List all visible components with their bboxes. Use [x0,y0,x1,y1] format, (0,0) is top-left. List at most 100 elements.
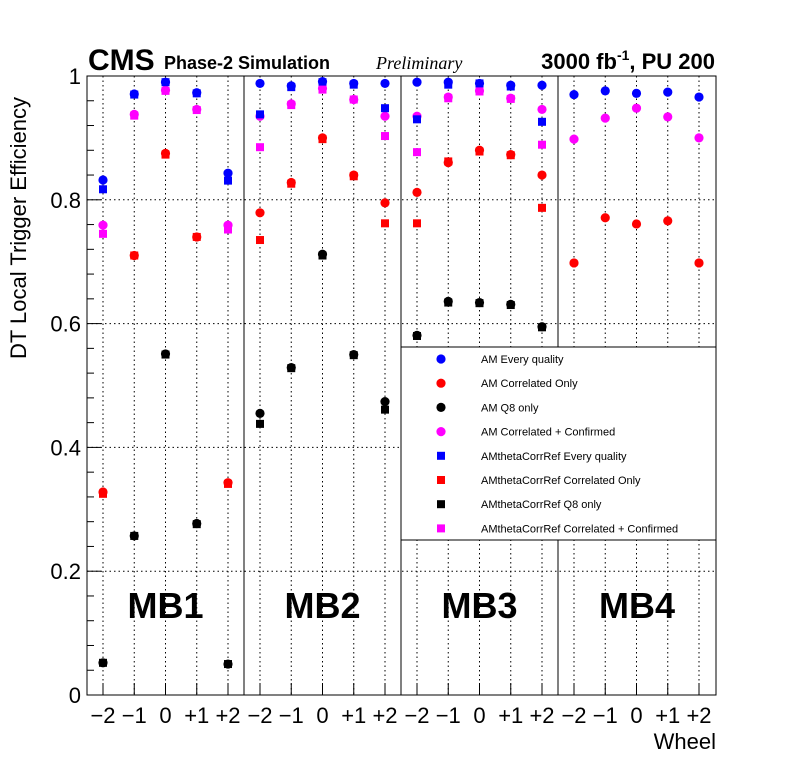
y-tick-label: 1 [69,64,81,89]
marker-5-p1-w0 [256,236,264,245]
legend-marker [436,354,446,364]
marker-7-p2-w0 [413,148,421,157]
legend-label: AMthetaCorrRef Correlated Only [481,475,641,487]
x-tick-label: 0 [630,703,642,728]
x-axis-title: Wheel [654,729,716,754]
station-label-MB1: MB1 [127,585,203,626]
marker-0-p3-w1 [600,86,610,96]
legend-marker [436,427,446,437]
marker-4-p0-w3 [192,89,201,98]
marker-5-p2-w4 [538,203,546,212]
marker-1-p2-w4 [537,170,547,180]
marker-6-p2-w0 [413,331,421,340]
station-labels: MB1 MB2 MB3 MB4 [127,585,675,626]
marker-4-p2-w2 [475,79,484,88]
marker-0-p3-w0 [569,89,579,100]
marker-5-p2-w0 [413,219,421,228]
marker-6-p1-w4 [381,405,389,414]
marker-6-p0-w4 [224,660,232,669]
y-axis-title: DT Local Trigger Efficiency [6,97,31,359]
marker-0-p2-w0 [412,77,422,87]
x-tick-label: −2 [90,703,115,728]
marker-7-p0-w1 [130,111,139,120]
marker-1-p1-w4 [380,198,390,208]
marker-1-p3-w2 [631,219,642,229]
y-tick-label: 0.2 [50,559,81,584]
marker-6-p0-w2 [161,350,170,359]
marker-4-p0-w1 [130,90,139,99]
station-label-MB2: MB2 [284,585,360,626]
marker-5-p2-w2 [475,147,484,156]
marker-7-p1-w0 [256,143,264,152]
marker-6-p0-w3 [192,520,201,529]
legend: AM Every quality AM Correlated Only AM Q8 … [400,346,717,541]
marker-7-p0-w3 [192,106,201,115]
station-label-MB3: MB3 [441,585,517,626]
marker-4-p0-w4 [224,176,232,185]
marker-4-p1-w2 [318,78,327,87]
marker-6-p1-w2 [318,251,327,260]
marker-3-p1-w4 [380,111,390,121]
marker-3-p3-w3 [663,112,673,122]
marker-1-p3-w3 [663,216,673,226]
legend-marker [437,500,445,509]
marker-6-p1-w0 [256,419,264,428]
cms-label: CMS [88,44,155,77]
x-tick-label: 0 [159,703,171,728]
legend-label: AMthetaCorrRef Q8 only [481,499,602,511]
x-tick-label: +2 [215,703,240,728]
marker-6-p0-w1 [130,531,139,540]
legend-marker [437,476,445,484]
legend-marker [436,378,446,388]
x-tick-label: +1 [184,703,209,728]
x-tick-label: +2 [529,703,554,728]
x-tick-label: +1 [655,703,680,728]
y-tick-label: 0.6 [50,312,81,337]
lumi-rest: , PU 200 [629,49,715,74]
marker-3-p3-w1 [600,113,610,123]
y-tick-label: 0 [69,683,81,708]
marker-7-p0-w4 [224,225,232,234]
legend-label: AM Correlated + Confirmed [481,427,615,439]
marker-6-p0-w0 [99,658,107,667]
marker-4-p0-w2 [161,78,170,87]
marker-4-p2-w3 [506,82,515,91]
legend-label: AM Every quality [481,354,564,366]
marker-4-p1-w0 [256,110,264,119]
marker-3-p3-w2 [631,103,642,113]
x-tick-label: −1 [593,703,618,728]
marker-6-p2-w4 [538,323,546,332]
legend-box [400,346,717,541]
marker-7-p1-w3 [349,95,358,104]
marker-5-p1-w3 [349,172,358,181]
marker-4-p2-w0 [413,115,421,124]
marker-0-p0-w4 [223,168,233,178]
y-tick-label: 0.4 [50,435,81,460]
x-tick-label: +1 [498,703,523,728]
marker-7-p0-w0 [99,229,107,238]
marker-0-p0-w0 [98,175,108,185]
legend-marker [437,451,445,460]
marker-4-p2-w4 [538,117,546,126]
lumi-exponent: -1 [617,47,630,63]
legend-label: AM Correlated Only [481,378,578,390]
marker-2-p1-w0 [255,408,265,418]
marker-5-p2-w3 [506,151,515,160]
marker-7-p1-w1 [287,101,296,110]
x-tick-label: −1 [436,703,461,728]
marker-5-p1-w1 [287,179,296,188]
x-tick-label: +1 [341,703,366,728]
marker-1-p3-w0 [569,258,579,268]
marker-0-p3-w3 [663,87,673,97]
marker-1-p2-w0 [412,187,422,197]
legend-label: AM Q8 only [481,402,539,414]
x-tick-label: −2 [561,703,586,728]
preliminary-label: Preliminary [375,53,462,73]
x-tick-label: −1 [279,703,304,728]
marker-7-p2-w4 [538,140,546,149]
lumi-main: 3000 fb [541,49,617,74]
data-markers [98,76,704,669]
marker-4-p0-w0 [99,185,107,194]
marker-4-p2-w1 [444,80,453,89]
